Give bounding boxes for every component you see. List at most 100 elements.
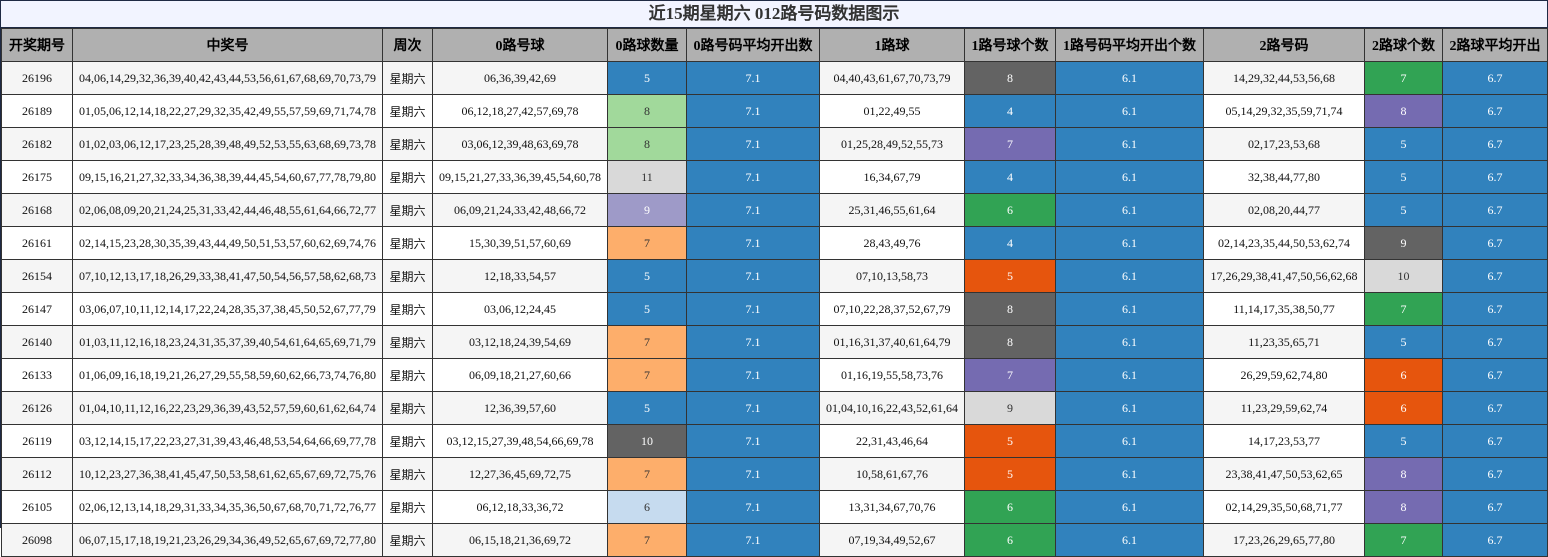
cell-route0-balls: 06,09,21,24,33,42,48,66,72 [432,193,608,227]
cell-route2-avg: 6.7 [1442,160,1548,194]
cell-route1-balls: 04,40,43,61,67,70,73,79 [819,61,965,95]
cell-route2-count: 5 [1364,193,1443,227]
cell-route1-count: 6 [964,523,1056,557]
cell-route1-avg: 6.1 [1055,292,1204,326]
cell-route1-balls: 10,58,61,67,76 [819,457,965,491]
cell-route1-count: 7 [964,127,1056,161]
data-table: 开奖期号 中奖号 周次 0路号球 0路球数量 0路号码平均开出数 1路球 1路号… [1,28,1548,557]
cell-route0-balls: 06,36,39,42,69 [432,61,608,95]
cell-route2-count: 5 [1364,127,1443,161]
header-route2-count: 2路球个数 [1364,28,1443,62]
cell-route2-avg: 6.7 [1442,424,1548,458]
cell-route0-balls: 03,12,18,24,39,54,69 [432,325,608,359]
cell-route1-count: 5 [964,259,1056,293]
cell-route1-count: 4 [964,160,1056,194]
cell-issue: 26126 [1,391,73,425]
cell-route2-balls: 26,29,59,62,74,80 [1203,358,1365,392]
cell-route2-avg: 6.7 [1442,94,1548,128]
cell-route0-count: 7 [607,226,687,260]
cell-route1-avg: 6.1 [1055,424,1204,458]
cell-route2-count: 9 [1364,226,1443,260]
cell-route1-count: 6 [964,490,1056,524]
cell-route1-balls: 01,25,28,49,52,55,73 [819,127,965,161]
cell-route2-balls: 11,23,29,59,62,74 [1203,391,1365,425]
cell-route1-balls: 07,10,22,28,37,52,67,79 [819,292,965,326]
cell-route1-balls: 25,31,46,55,61,64 [819,193,965,227]
cell-route0-count: 8 [607,127,687,161]
cell-route1-count: 4 [964,94,1056,128]
cell-route0-balls: 03,12,15,27,39,48,54,66,69,78 [432,424,608,458]
cell-route0-avg: 7.1 [686,424,820,458]
cell-route2-count: 7 [1364,523,1443,557]
cell-route0-count: 5 [607,259,687,293]
cell-numbers: 06,07,15,17,18,19,21,23,26,29,34,36,49,5… [72,523,383,557]
cell-issue: 26168 [1,193,73,227]
cell-weekday: 星期六 [382,457,433,491]
cell-route0-balls: 03,06,12,39,48,63,69,78 [432,127,608,161]
cell-route2-avg: 6.7 [1442,391,1548,425]
cell-route0-balls: 03,06,12,24,45 [432,292,608,326]
cell-route0-avg: 7.1 [686,325,820,359]
cell-route2-count: 5 [1364,424,1443,458]
cell-route2-avg: 6.7 [1442,61,1548,95]
cell-route0-avg: 7.1 [686,292,820,326]
cell-route0-count: 7 [607,358,687,392]
cell-issue: 26112 [1,457,73,491]
cell-issue: 26196 [1,61,73,95]
header-issue: 开奖期号 [1,28,73,62]
cell-numbers: 03,06,07,10,11,12,14,17,22,24,28,35,37,3… [72,292,383,326]
cell-issue: 26154 [1,259,73,293]
cell-route2-avg: 6.7 [1442,127,1548,161]
cell-weekday: 星期六 [382,127,433,161]
cell-route2-avg: 6.7 [1442,292,1548,326]
cell-weekday: 星期六 [382,160,433,194]
cell-route0-balls: 12,36,39,57,60 [432,391,608,425]
cell-route2-balls: 02,08,20,44,77 [1203,193,1365,227]
cell-numbers: 07,10,12,13,17,18,26,29,33,38,41,47,50,5… [72,259,383,293]
cell-route2-balls: 02,14,29,35,50,68,71,77 [1203,490,1365,524]
cell-route0-avg: 7.1 [686,94,820,128]
header-route1-count: 1路号球个数 [964,28,1056,62]
table-row: 26133 01,06,09,16,18,19,21,26,27,29,55,58… [1,358,1548,392]
cell-route0-balls: 06,15,18,21,36,69,72 [432,523,608,557]
cell-route1-avg: 6.1 [1055,61,1204,95]
table-row: 26126 01,04,10,11,12,16,22,23,29,36,39,43… [1,391,1548,425]
table-row: 26182 01,02,03,06,12,17,23,25,28,39,48,49… [1,127,1548,161]
cell-numbers: 02,06,12,13,14,18,29,31,33,34,35,36,50,6… [72,490,383,524]
cell-route0-balls: 06,12,18,33,36,72 [432,490,608,524]
cell-route0-count: 8 [607,94,687,128]
cell-route2-balls: 02,14,23,35,44,50,53,62,74 [1203,226,1365,260]
cell-route1-balls: 28,43,49,76 [819,226,965,260]
cell-route0-avg: 7.1 [686,61,820,95]
table-row: 26105 02,06,12,13,14,18,29,31,33,34,35,36… [1,490,1548,524]
header-route1-balls: 1路球 [819,28,965,62]
cell-route1-count: 5 [964,457,1056,491]
cell-route2-balls: 17,23,26,29,65,77,80 [1203,523,1365,557]
header-route0-avg: 0路号码平均开出数 [686,28,820,62]
cell-route2-balls: 17,26,29,38,41,47,50,56,62,68 [1203,259,1365,293]
cell-weekday: 星期六 [382,193,433,227]
cell-route2-count: 6 [1364,391,1443,425]
cell-route0-count: 7 [607,325,687,359]
cell-route1-avg: 6.1 [1055,193,1204,227]
cell-issue: 26133 [1,358,73,392]
cell-route0-avg: 7.1 [686,358,820,392]
cell-weekday: 星期六 [382,226,433,260]
cell-weekday: 星期六 [382,391,433,425]
cell-numbers: 03,12,14,15,17,22,23,27,31,39,43,46,48,5… [72,424,383,458]
cell-route2-balls: 05,14,29,32,35,59,71,74 [1203,94,1365,128]
chart-title: 近15期星期六 012路号码数据图示 [1,1,1547,28]
header-route2-avg: 2路球平均开出 [1442,28,1548,62]
cell-numbers: 09,15,16,21,27,32,33,34,36,38,39,44,45,5… [72,160,383,194]
cell-route2-count: 8 [1364,490,1443,524]
cell-route1-avg: 6.1 [1055,325,1204,359]
cell-route2-count: 5 [1364,325,1443,359]
cell-weekday: 星期六 [382,358,433,392]
cell-route2-avg: 6.7 [1442,523,1548,557]
cell-issue: 26189 [1,94,73,128]
cell-route0-avg: 7.1 [686,193,820,227]
cell-route0-balls: 06,12,18,27,42,57,69,78 [432,94,608,128]
cell-route0-avg: 7.1 [686,127,820,161]
cell-numbers: 04,06,14,29,32,36,39,40,42,43,44,53,56,6… [72,61,383,95]
